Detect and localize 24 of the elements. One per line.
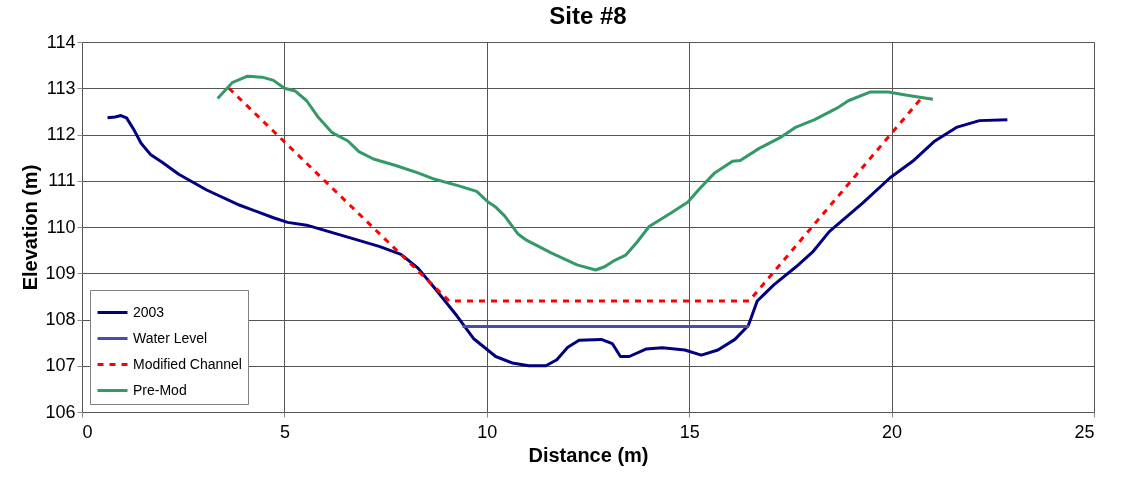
x-tick-label: 25 [1074,421,1095,442]
y-tick-label: 107 [45,355,76,376]
x-tick-label: 10 [477,421,498,442]
y-tick-label: 106 [45,401,76,422]
legend-label: Water Level [133,329,208,346]
y-tick-label: 114 [46,31,76,52]
legend-label: Modified Channel [133,355,242,372]
x-tick-label: 0 [82,421,93,442]
x-tick-label: 5 [279,421,290,442]
x-axis-title: Distance (m) [528,443,649,466]
y-tick-label: 112 [46,124,76,144]
chart-title: Site #8 [549,2,627,29]
legend-label: 2003 [133,303,165,320]
x-tick-label: 20 [882,421,903,442]
legend-label: Pre-Mod [133,381,187,398]
y-tick-label: 108 [45,309,76,329]
y-tick-label: 113 [46,77,76,98]
line-series [216,74,935,272]
x-tick-label: 15 [679,421,700,442]
y-tick-label: 111 [48,170,76,191]
y-tick-label: 110 [46,216,76,237]
line-series [106,114,1009,368]
y-tick-label: 109 [45,262,76,283]
y-axis-title: Elevation (m) [19,164,42,291]
